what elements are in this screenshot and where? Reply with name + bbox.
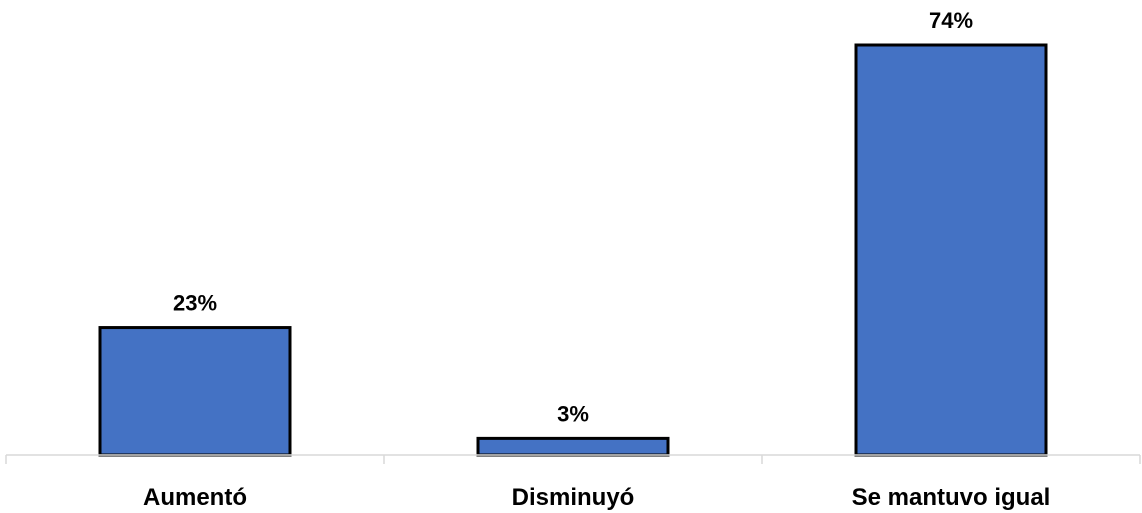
x-axis (5, 454, 1141, 464)
bar-1 (98, 326, 292, 457)
bar-3 (854, 43, 1048, 457)
data-label-1: 23% (173, 291, 217, 316)
bars-layer (98, 43, 1048, 457)
category-label-3: Se mantuvo igual (852, 484, 1051, 511)
data-label-3: 74% (929, 8, 973, 33)
labels-layer: 23% Aumentó 3% Disminuyó 74% Se mantuvo igual (143, 8, 1050, 511)
category-label-2: Disminuyó (512, 484, 635, 511)
category-label-1: Aumentó (143, 484, 247, 511)
data-label-2: 3% (557, 401, 589, 426)
bar-2 (476, 436, 670, 457)
